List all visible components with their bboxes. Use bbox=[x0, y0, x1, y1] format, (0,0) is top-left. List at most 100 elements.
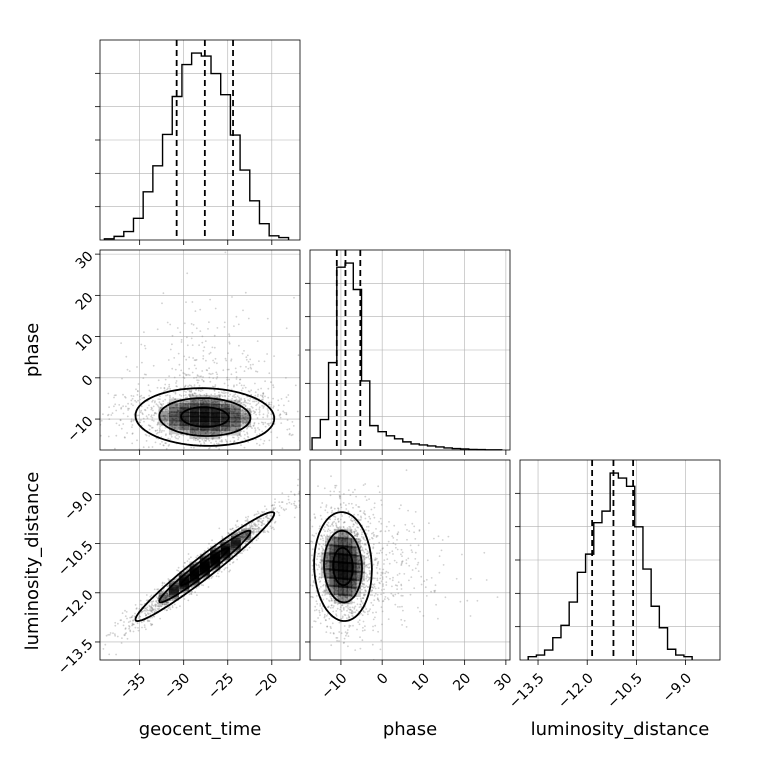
scatter-point bbox=[293, 502, 295, 505]
scatter-point bbox=[185, 569, 188, 572]
scatter-point bbox=[164, 383, 167, 386]
scatter-point bbox=[216, 400, 218, 403]
scatter-point bbox=[245, 533, 248, 536]
scatter-point bbox=[249, 526, 252, 529]
scatter-point bbox=[256, 510, 259, 513]
scatter-point bbox=[166, 592, 168, 595]
scatter-point bbox=[212, 401, 214, 404]
scatter-point bbox=[160, 436, 163, 438]
scatter-point bbox=[121, 377, 123, 380]
scatter-point bbox=[238, 344, 240, 347]
scatter-point bbox=[158, 401, 161, 404]
scatter-point bbox=[236, 549, 239, 552]
scatter-point bbox=[350, 517, 353, 520]
scatter-point bbox=[280, 398, 283, 400]
scatter-point bbox=[150, 415, 153, 418]
scatter-point bbox=[143, 610, 145, 612]
scatter-point bbox=[345, 632, 348, 635]
density-cell bbox=[210, 395, 221, 406]
scatter-point bbox=[337, 509, 340, 512]
density-cell bbox=[241, 532, 252, 543]
scatter-point bbox=[362, 571, 365, 574]
scatter-point bbox=[354, 522, 357, 524]
scatter-point bbox=[335, 524, 338, 526]
scatter-point bbox=[246, 407, 249, 410]
scatter-point bbox=[240, 536, 243, 539]
scatter-point bbox=[184, 403, 187, 406]
scatter-point bbox=[372, 629, 374, 632]
scatter-point bbox=[339, 538, 341, 540]
scatter-point bbox=[322, 548, 324, 551]
scatter-point bbox=[234, 419, 237, 422]
scatter-point bbox=[224, 438, 227, 441]
scatter-point bbox=[207, 399, 210, 402]
scatter-point bbox=[358, 619, 361, 622]
scatter-point bbox=[346, 629, 349, 631]
scatter-point bbox=[277, 404, 280, 407]
scatter-point bbox=[330, 475, 332, 478]
scatter-point bbox=[148, 404, 150, 407]
scatter-point bbox=[236, 519, 239, 522]
scatter-point bbox=[189, 431, 192, 434]
scatter-point bbox=[371, 586, 374, 589]
scatter-point bbox=[205, 359, 207, 362]
scatter-point bbox=[243, 370, 246, 372]
scatter-point bbox=[361, 549, 363, 551]
scatter-point bbox=[321, 537, 324, 540]
scatter-point bbox=[318, 552, 321, 555]
scatter-point bbox=[160, 590, 163, 593]
scatter-point bbox=[240, 451, 242, 453]
scatter-point bbox=[326, 555, 329, 558]
scatter-point bbox=[202, 376, 204, 378]
scatter-point bbox=[356, 533, 359, 536]
density-cell bbox=[189, 394, 200, 405]
scatter-point bbox=[235, 532, 238, 535]
scatter-point bbox=[150, 609, 153, 612]
scatter-point bbox=[130, 394, 133, 397]
scatter-point bbox=[251, 427, 253, 429]
scatter-point bbox=[228, 570, 231, 573]
scatter-point bbox=[193, 384, 196, 386]
scatter-point bbox=[146, 619, 149, 622]
scatter-point bbox=[360, 585, 363, 587]
scatter-point bbox=[195, 327, 198, 330]
scatter-point bbox=[179, 605, 181, 607]
scatter-point bbox=[224, 402, 226, 404]
scatter-point bbox=[382, 592, 385, 594]
scatter-point bbox=[358, 576, 361, 578]
scatter-point bbox=[396, 539, 398, 541]
scatter-point bbox=[174, 418, 177, 420]
scatter-point bbox=[302, 485, 304, 487]
scatter-point bbox=[236, 412, 239, 415]
scatter-point bbox=[226, 441, 228, 443]
scatter-point bbox=[128, 407, 131, 410]
scatter-point bbox=[290, 434, 293, 437]
scatter-point bbox=[252, 425, 255, 427]
scatter-point bbox=[349, 625, 352, 627]
scatter-point bbox=[368, 570, 371, 572]
scatter-point bbox=[238, 382, 241, 385]
scatter-point bbox=[185, 301, 187, 303]
scatter-point bbox=[162, 414, 165, 417]
scatter-point bbox=[230, 405, 233, 408]
scatter-point bbox=[353, 535, 356, 538]
scatter-point bbox=[178, 436, 181, 438]
scatter-point bbox=[198, 437, 201, 440]
scatter-point bbox=[322, 583, 325, 586]
scatter-point bbox=[344, 537, 346, 540]
scatter-point bbox=[323, 616, 326, 619]
scatter-point bbox=[137, 399, 140, 402]
scatter-point bbox=[394, 603, 397, 606]
scatter-point bbox=[162, 415, 165, 417]
scatter-point bbox=[187, 599, 190, 602]
scatter-point bbox=[224, 401, 226, 403]
scatter-point bbox=[169, 423, 172, 426]
scatter-point bbox=[244, 386, 247, 389]
scatter-point bbox=[414, 511, 417, 513]
scatter-point bbox=[164, 597, 167, 600]
scatter-point bbox=[165, 601, 168, 604]
scatter-point bbox=[235, 371, 238, 374]
scatter-point bbox=[196, 554, 199, 557]
scatter-point bbox=[177, 437, 179, 440]
scatter-point bbox=[209, 447, 211, 449]
